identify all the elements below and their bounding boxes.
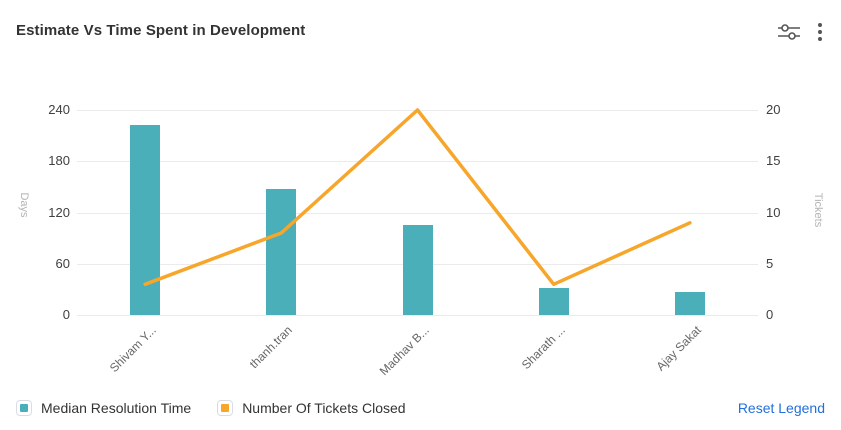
left-axis-tick-label: 60 <box>55 255 70 271</box>
legend-item-label: Median Resolution Time <box>41 400 192 416</box>
left-axis-tick-label: 180 <box>48 153 70 169</box>
header-icons <box>775 20 825 47</box>
x-axis-label: Sharath ... <box>518 323 568 373</box>
left-axis-tick-label: 240 <box>48 102 70 117</box>
right-axis-tick-label: 15 <box>766 153 781 169</box>
gridline <box>77 212 758 214</box>
chart-filters-button[interactable] <box>775 20 803 47</box>
bar-thanh.tran[interactable] <box>266 188 297 315</box>
right-axis-tick-label: 5 <box>766 255 774 271</box>
sliders-icon <box>777 22 801 45</box>
x-axis-label: thanh.tran <box>247 323 296 372</box>
gridline <box>77 315 758 316</box>
right-axis-tick-label: 0 <box>766 307 774 322</box>
plot-area[interactable] <box>77 108 758 316</box>
legend-item[interactable]: Number Of Tickets Closed <box>217 400 406 416</box>
chart-header: Estimate Vs Time Spent in Development <box>0 0 841 56</box>
gridline <box>77 110 758 111</box>
right-axis-title: Tickets <box>812 192 824 228</box>
right-axis-tick-label: 20 <box>766 102 781 117</box>
gridline <box>77 161 758 163</box>
bar-Shivam Y...[interactable] <box>130 125 161 315</box>
legend-marker-icon <box>16 400 32 416</box>
legend-marker-icon <box>217 400 234 416</box>
chart-footer: Median Resolution Time Number Of Tickets … <box>16 396 825 420</box>
kebab-menu-icon <box>817 22 823 45</box>
left-axis-tick-label: 0 <box>62 307 70 322</box>
bar-Madhav B...[interactable] <box>402 225 433 315</box>
chart-menu-button[interactable] <box>815 20 825 47</box>
x-axis-label: Madhav B... <box>376 323 432 379</box>
reset-legend-link[interactable]: Reset Legend <box>737 400 825 416</box>
bar-Sharath ...[interactable] <box>538 287 569 315</box>
legend-item-label: Number Of Tickets Closed <box>242 400 406 416</box>
x-axis-label: Ajay Sakat <box>653 323 704 374</box>
legend: Median Resolution Time Number Of Tickets … <box>16 400 406 416</box>
right-axis-tick-label: 10 <box>766 204 781 220</box>
x-axis-label: Shivam Y... <box>106 323 159 376</box>
left-axis-tick-label: 120 <box>48 204 70 220</box>
legend-item[interactable]: Median Resolution Time <box>16 400 191 416</box>
chart-title: Estimate Vs Time Spent in Development <box>16 22 306 39</box>
bar-Ajay Sakat[interactable] <box>674 291 705 315</box>
